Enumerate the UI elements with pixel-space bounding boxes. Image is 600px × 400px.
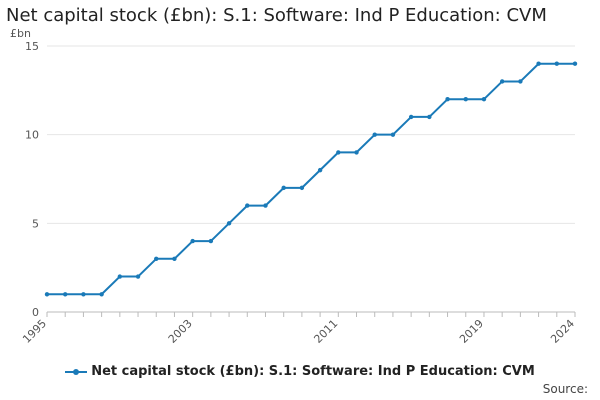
y-tick-label-0: 0 [32,306,39,319]
legend[interactable]: Net capital stock (£bn): S.1: Software: … [0,364,600,379]
data-point-1996 [63,292,68,297]
data-point-2003 [190,238,195,244]
series-layer [44,61,578,297]
data-point-1999 [117,274,123,279]
data-point-2000 [135,274,141,279]
legend-line-marker-icon [65,367,88,377]
data-point-2014 [390,132,396,137]
data-point-2024 [572,61,578,66]
data-point-2006 [245,203,250,208]
data-point-2002 [172,256,177,261]
data-point-2011 [336,150,341,155]
chart-title: Net capital stock (£bn): S.1: Software: … [6,5,547,26]
data-point-2005 [226,221,232,226]
grid-layer [47,45,575,224]
y-tick-label-5: 5 [32,217,39,230]
data-point-2017 [445,97,450,102]
x-tick-label-1995: 1995 [20,317,49,346]
legend-label: Net capital stock (£bn): S.1: Software: … [91,364,535,379]
data-point-2010 [317,167,323,173]
y-tick-label-15: 15 [25,40,39,53]
data-point-2015 [408,114,414,120]
data-point-2004 [208,238,214,244]
x-tick-label-2003: 2003 [166,317,195,346]
data-point-1995 [44,292,50,297]
data-point-2019 [481,97,487,102]
series-line-0 [47,62,575,296]
x-tick-label-2011: 2011 [311,317,340,346]
data-point-2008 [281,185,286,191]
data-point-2022 [536,61,541,66]
data-point-2001 [154,256,159,261]
data-point-2018 [463,97,468,102]
source-label: Source: [542,382,588,396]
data-point-2012 [354,150,359,155]
data-point-1997 [81,292,86,297]
y-axis-unit-label: £bn [10,27,31,40]
x-tick-label-2024: 2024 [548,317,577,346]
data-point-2020 [499,79,505,84]
data-point-2023 [554,61,559,66]
data-point-1998 [99,292,104,297]
data-point-2021 [518,79,523,84]
data-point-2013 [372,132,377,137]
y-tick-label-10: 10 [25,129,39,142]
data-point-2009 [299,185,305,191]
data-point-2016 [427,114,432,120]
x-tick-label-2019: 2019 [457,317,486,346]
axis-layer: 0 5 10 15 1995 2003 2011 2019 2024 [20,40,577,346]
data-point-2007 [263,203,268,208]
